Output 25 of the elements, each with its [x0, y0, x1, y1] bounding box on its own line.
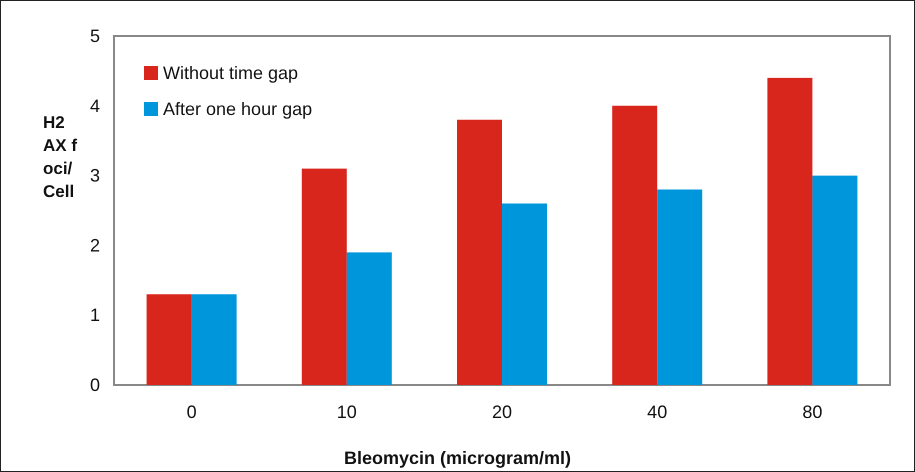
bar — [612, 106, 658, 385]
x-axis-title: Bleomycin (microgram/ml) — [344, 448, 572, 468]
bar — [502, 204, 548, 385]
y-tick-label: 4 — [90, 96, 100, 116]
y-tick-label: 2 — [90, 235, 100, 256]
bar — [192, 294, 237, 385]
y-tick-label: 0 — [90, 375, 100, 395]
legend-label: After one hour gap — [163, 99, 312, 119]
bar — [302, 168, 347, 385]
x-tick-label: 80 — [802, 402, 822, 422]
bar — [346, 252, 392, 385]
bar — [146, 294, 192, 385]
x-tick-label: 40 — [647, 402, 668, 422]
x-tick-label: 10 — [336, 402, 357, 422]
y-tick-label: 5 — [90, 26, 100, 46]
y-tick-label: 1 — [90, 305, 100, 326]
bar — [767, 78, 812, 385]
y-axis-title: H2AX foci/Cell — [43, 113, 78, 201]
x-tick-label: 0 — [186, 402, 197, 422]
bar — [657, 190, 702, 385]
x-tick-label: 20 — [492, 402, 512, 422]
legend-label: Without time gap — [163, 63, 298, 83]
bar — [812, 176, 858, 385]
bar — [456, 120, 502, 385]
y-tick-label: 3 — [90, 166, 100, 186]
